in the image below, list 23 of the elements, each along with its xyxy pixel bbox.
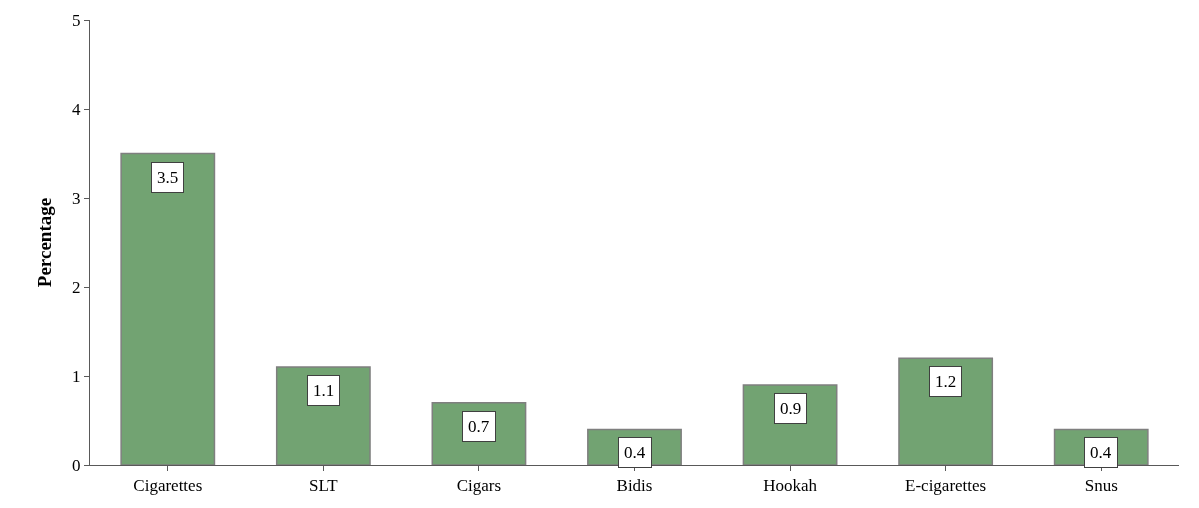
y-tick-label: 3 — [72, 188, 81, 208]
y-axis-title: Percentage — [33, 197, 55, 288]
x-tick-label: Snus — [1084, 476, 1118, 496]
data-label: 1.2 — [935, 372, 957, 391]
data-label: 0.4 — [624, 443, 646, 462]
x-tick-label: SLT — [309, 476, 339, 496]
data-label: 0.9 — [780, 399, 802, 418]
y-tick-label: 1 — [72, 366, 81, 386]
data-label: 1.1 — [313, 381, 335, 400]
x-tick-label: E-cigarettes — [905, 476, 987, 496]
x-tick-label: Bidis — [616, 476, 653, 496]
y-tick-label: 2 — [72, 277, 81, 297]
data-label: 0.4 — [1090, 443, 1112, 462]
x-tick-label: Cigarettes — [133, 476, 203, 496]
bar — [120, 152, 216, 465]
bar — [898, 357, 994, 465]
y-tick-label: 4 — [72, 99, 82, 119]
x-tick-label: Cigars — [456, 476, 502, 496]
data-label: 3.5 — [157, 168, 179, 187]
y-tick-label: 0 — [72, 455, 81, 475]
y-tick-label: 5 — [72, 10, 81, 30]
x-tick-label: Hookah — [763, 476, 818, 496]
data-label: 0.7 — [468, 417, 490, 436]
